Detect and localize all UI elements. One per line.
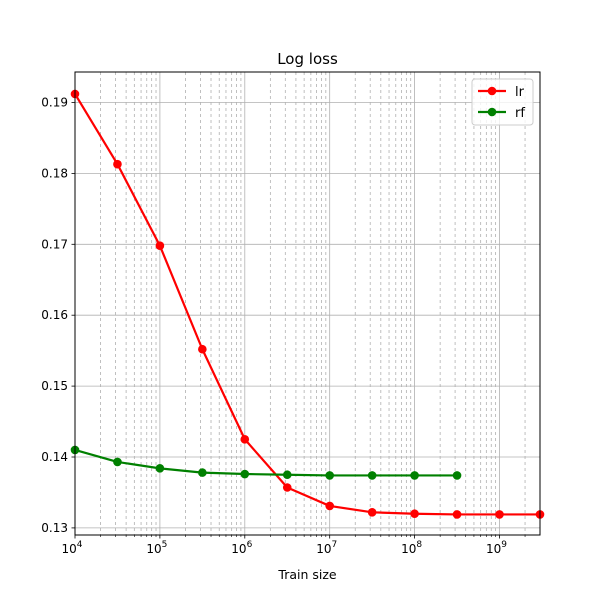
x-axis-label: Train size: [277, 567, 337, 582]
legend-marker-lr: [487, 86, 497, 96]
x-tick-base: 10: [316, 542, 331, 556]
legend: lr rf: [471, 78, 534, 126]
x-tick-label: 106: [231, 540, 252, 556]
series-rf-point: [113, 457, 122, 467]
series-rf-point: [410, 471, 419, 480]
x-tick-exponent: 7: [331, 540, 337, 550]
series-rf-point: [325, 471, 334, 480]
y-tick-label: 0.15: [41, 379, 68, 393]
x-tick-label: 105: [146, 540, 167, 556]
series-lr-point: [410, 509, 419, 519]
x-tick-base: 10: [486, 542, 501, 556]
legend-label-lr: lr: [515, 85, 525, 100]
series-lr-point: [113, 159, 122, 169]
series-lr-point: [325, 501, 334, 511]
chart-title: Log loss: [277, 50, 338, 68]
series-rf-point: [282, 470, 292, 480]
series-rf-point: [452, 471, 462, 480]
y-tick-label: 0.13: [41, 521, 68, 535]
series-lr-point: [155, 241, 165, 251]
series-rf-point: [198, 468, 207, 477]
x-tick-base: 10: [231, 542, 246, 556]
y-tick-label: 0.17: [41, 237, 68, 251]
y-tick-label: 0.16: [41, 308, 68, 322]
series-lr-point: [282, 483, 292, 492]
series-lr: [70, 89, 545, 519]
series-rf: [70, 445, 462, 480]
plot-area: [75, 72, 540, 535]
plot-frame: [74, 71, 541, 536]
x-tick-base: 10: [146, 542, 161, 556]
x-tick-label: 108: [401, 540, 422, 556]
series-rf-line: [74, 448, 458, 477]
series-rf-point: [367, 471, 377, 480]
series-lr-point: [452, 510, 462, 519]
series-rf-point: [155, 464, 165, 473]
legend-label-rf: rf: [515, 106, 525, 121]
y-tick-label: 0.18: [41, 166, 68, 180]
y-tick-label: 0.14: [41, 450, 68, 464]
series-rf-point: [240, 469, 250, 479]
series-layer: [70, 89, 545, 519]
x-tick-label: 104: [61, 540, 82, 556]
series-lr-point: [240, 434, 250, 444]
x-tick-base: 10: [61, 542, 76, 556]
legend-marker-rf: [487, 107, 497, 117]
series-lr-line: [74, 93, 540, 516]
x-tick-label: 109: [486, 540, 507, 556]
x-tick-label: 107: [316, 540, 337, 556]
tick-layer: 104 105 106 107 108 1090.130.140.150.160.170.…: [41, 95, 526, 556]
x-tick-exponent: 6: [247, 540, 253, 550]
y-tick-label: 0.19: [41, 95, 68, 109]
grid: [74, 72, 540, 535]
x-tick-exponent: 9: [501, 540, 507, 550]
series-lr-point: [198, 344, 207, 354]
series-lr-point: [367, 508, 377, 517]
x-tick-exponent: 4: [77, 540, 83, 550]
series-lr-point: [495, 510, 504, 519]
x-tick-exponent: 8: [416, 540, 422, 550]
x-tick-exponent: 5: [162, 540, 168, 550]
x-tick-base: 10: [401, 542, 416, 556]
